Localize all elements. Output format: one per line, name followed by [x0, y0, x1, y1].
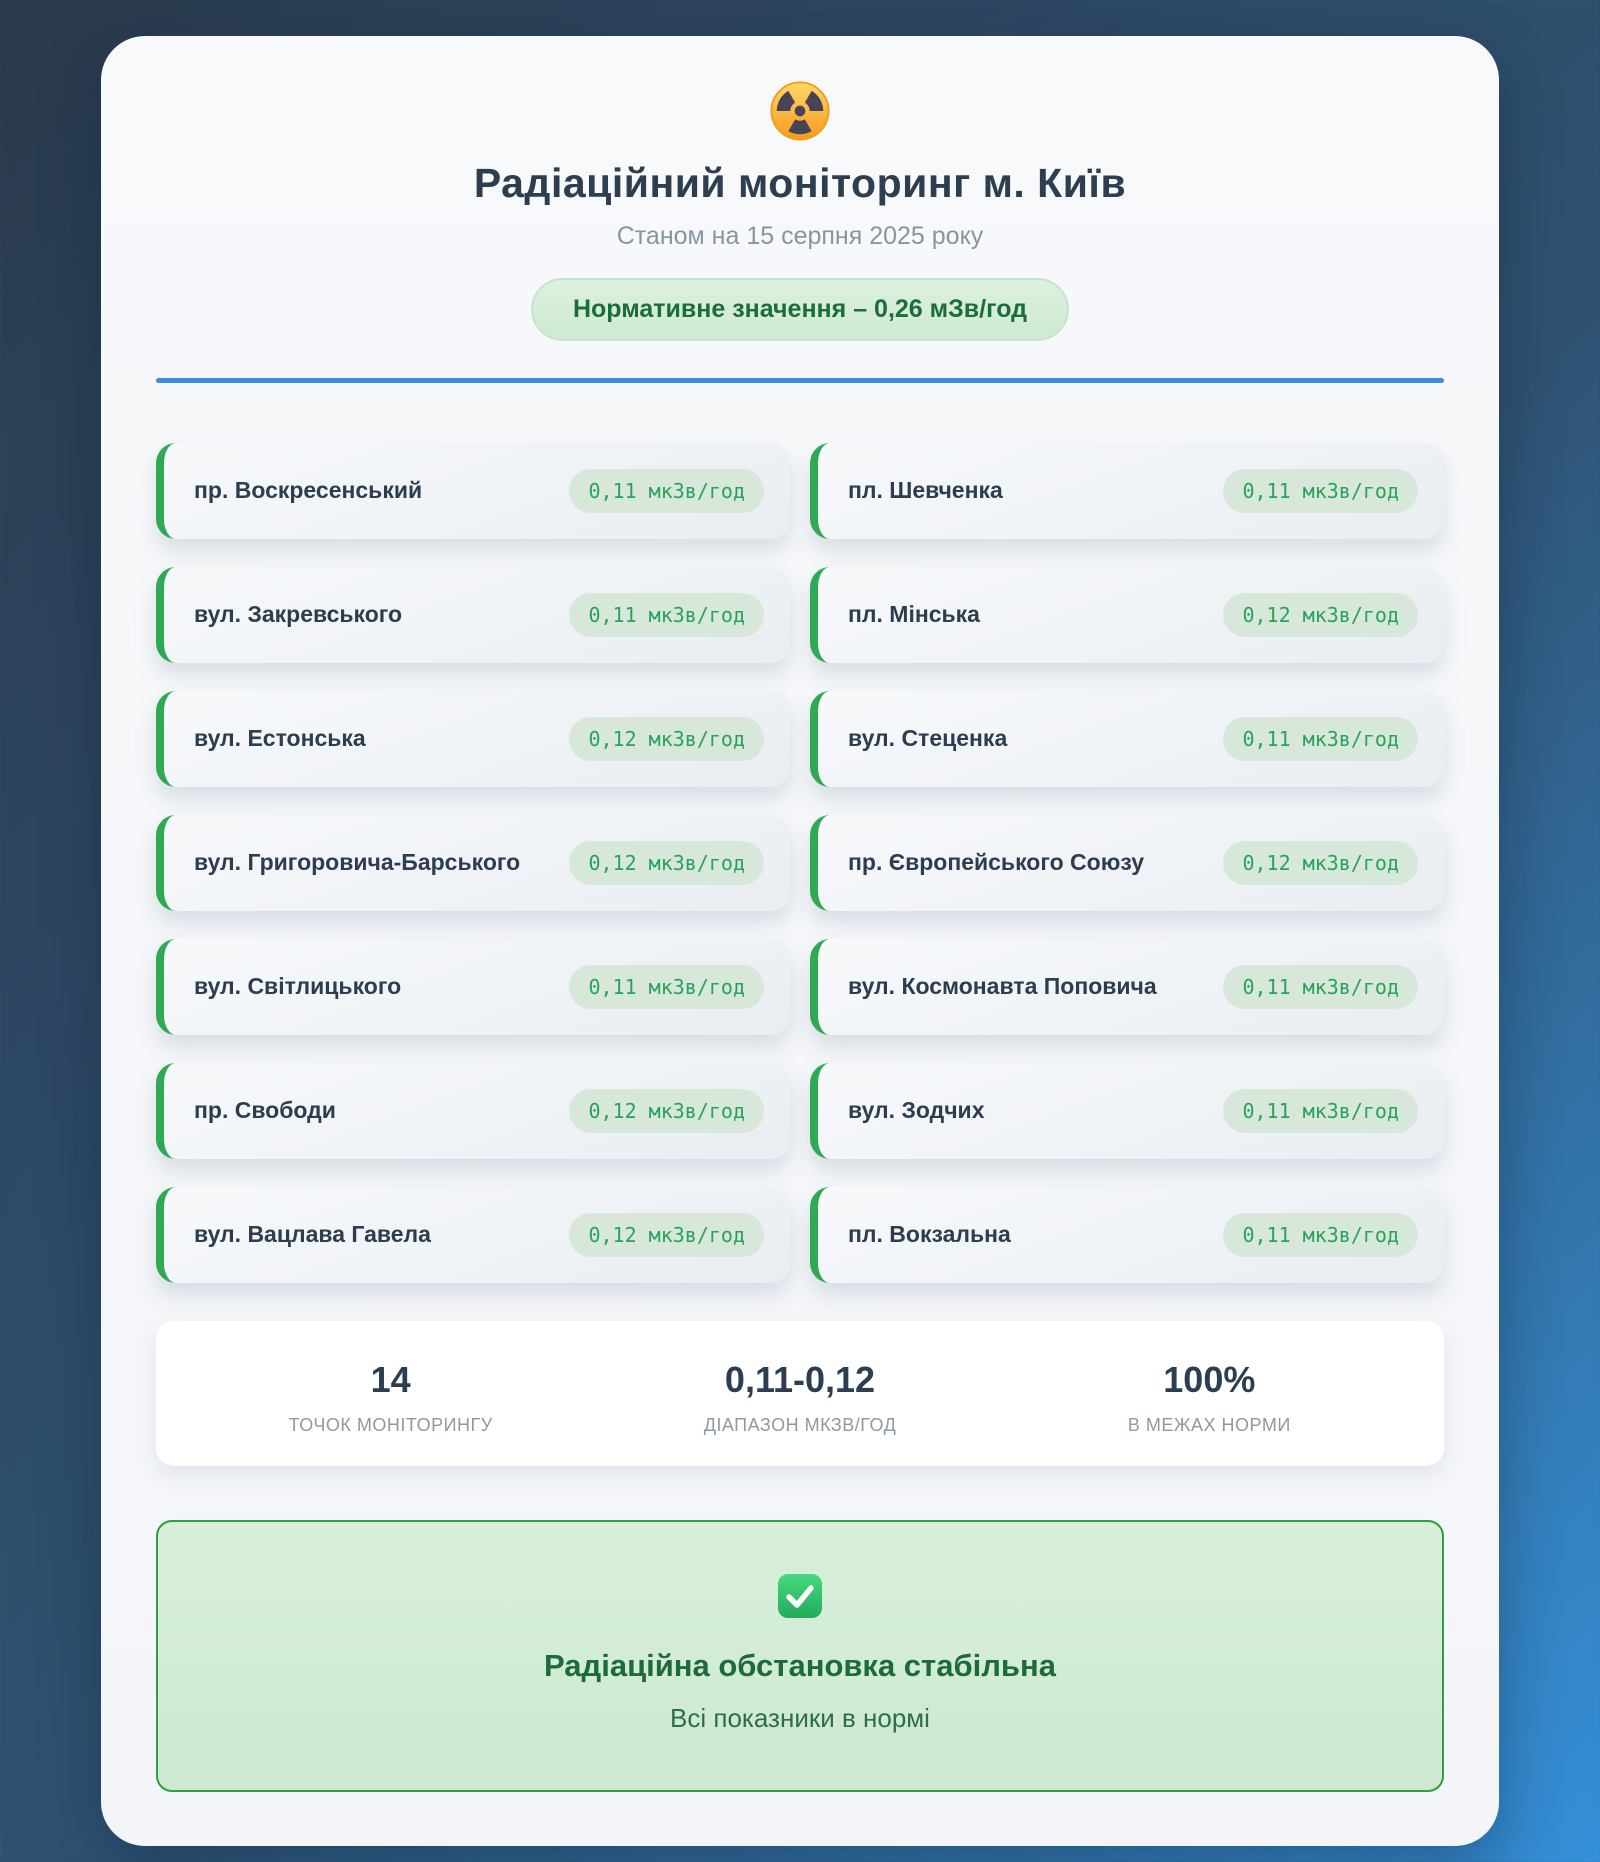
station-card: пл. Шевченка 0,11 мкЗв/год	[810, 443, 1444, 539]
station-name: пр. Воскресенський	[194, 477, 423, 504]
station-name: пр. Європейського Союзу	[848, 849, 1145, 876]
station-card: вул. Григоровича-Барського 0,12 мкЗв/год	[156, 815, 790, 911]
station-value-badge: 0,11 мкЗв/год	[1223, 469, 1418, 513]
station-card: вул. Вацлава Гавела 0,12 мкЗв/год	[156, 1187, 790, 1283]
station-card: вул. Закревського 0,11 мкЗв/год	[156, 567, 790, 663]
divider	[156, 378, 1444, 383]
stat-item: 0,11-0,12 ДІАПАЗОН МКЗВ/ГОД	[595, 1359, 1004, 1436]
stat-item: 100% В МЕЖАХ НОРМИ	[1005, 1359, 1414, 1436]
norm-value-badge: Нормативне значення – 0,26 мЗв/год	[530, 278, 1070, 341]
station-name: вул. Вацлава Гавела	[194, 1221, 431, 1248]
station-value-badge: 0,11 мкЗв/год	[569, 469, 764, 513]
stat-value: 0,11-0,12	[724, 1359, 876, 1400]
station-card: пл. Вокзальна 0,11 мкЗв/год	[810, 1187, 1444, 1283]
station-card: пр. Воскресенський 0,11 мкЗв/год	[156, 443, 790, 539]
station-card: вул. Космонавта Поповича 0,11 мкЗв/год	[810, 939, 1444, 1035]
station-name: вул. Стеценка	[848, 725, 1008, 752]
header: Радіаційний моніторинг м. Київ Станом на…	[156, 80, 1444, 383]
stat-label: ТОЧОК МОНІТОРИНГУ	[288, 1415, 493, 1435]
station-card: вул. Світлицького 0,11 мкЗв/год	[156, 939, 790, 1035]
station-value-badge: 0,11 мкЗв/год	[569, 965, 764, 1009]
page-title: Радіаційний моніторинг м. Київ	[473, 160, 1127, 206]
radiation-icon	[156, 80, 1444, 142]
station-value-badge: 0,12 мкЗв/год	[1223, 841, 1418, 885]
station-value-badge: 0,12 мкЗв/год	[569, 1213, 764, 1257]
banner-subtitle: Всі показники в нормі	[670, 1703, 930, 1733]
station-card: вул. Естонська 0,12 мкЗв/год	[156, 691, 790, 787]
stat-value: 100%	[1163, 1359, 1256, 1400]
stat-label: В МЕЖАХ НОРМИ	[1127, 1415, 1291, 1435]
station-value-badge: 0,11 мкЗв/год	[569, 593, 764, 637]
page-subtitle: Станом на 15 серпня 2025 року	[616, 222, 984, 250]
station-name: пл. Мінська	[848, 601, 980, 628]
station-value-badge: 0,12 мкЗв/год	[569, 1089, 764, 1133]
station-name: пл. Вокзальна	[848, 1221, 1011, 1248]
check-icon	[188, 1572, 1412, 1620]
station-name: вул. Закревського	[194, 601, 403, 628]
station-card: вул. Зодчих 0,11 мкЗв/год	[810, 1063, 1444, 1159]
status-banner: Радіаційна обстановка стабільна Всі пока…	[156, 1520, 1444, 1792]
station-value-badge: 0,11 мкЗв/год	[1223, 1213, 1418, 1257]
station-name: вул. Космонавта Поповича	[848, 973, 1157, 1000]
stat-item: 14 ТОЧОК МОНІТОРИНГУ	[186, 1359, 595, 1436]
station-value-badge: 0,12 мкЗв/год	[569, 717, 764, 761]
stations-grid: пр. Воскресенський 0,11 мкЗв/год пл. Шев…	[156, 443, 1444, 1283]
station-value-badge: 0,11 мкЗв/год	[1223, 965, 1418, 1009]
station-name: вул. Зодчих	[848, 1097, 985, 1124]
stat-label: ДІАПАЗОН МКЗВ/ГОД	[703, 1415, 897, 1435]
station-name: вул. Світлицького	[194, 973, 402, 1000]
station-value-badge: 0,11 мкЗв/год	[1223, 1089, 1418, 1133]
station-card: вул. Стеценка 0,11 мкЗв/год	[810, 691, 1444, 787]
station-name: вул. Григоровича-Барського	[194, 849, 521, 876]
banner-title: Радіаційна обстановка стабільна	[544, 1648, 1056, 1683]
station-value-badge: 0,11 мкЗв/год	[1223, 717, 1418, 761]
station-card: пл. Мінська 0,12 мкЗв/год	[810, 567, 1444, 663]
station-value-badge: 0,12 мкЗв/год	[569, 841, 764, 885]
stats-card: 14 ТОЧОК МОНІТОРИНГУ 0,11-0,12 ДІАПАЗОН …	[156, 1321, 1444, 1466]
station-card: пр. Свободи 0,12 мкЗв/год	[156, 1063, 790, 1159]
station-value-badge: 0,12 мкЗв/год	[1223, 593, 1418, 637]
report-card: Радіаційний моніторинг м. Київ Станом на…	[101, 36, 1499, 1846]
station-card: пр. Європейського Союзу 0,12 мкЗв/год	[810, 815, 1444, 911]
station-name: пр. Свободи	[194, 1097, 336, 1124]
station-name: пл. Шевченка	[848, 477, 1003, 504]
station-name: вул. Естонська	[194, 725, 366, 752]
stat-value: 14	[370, 1359, 411, 1400]
